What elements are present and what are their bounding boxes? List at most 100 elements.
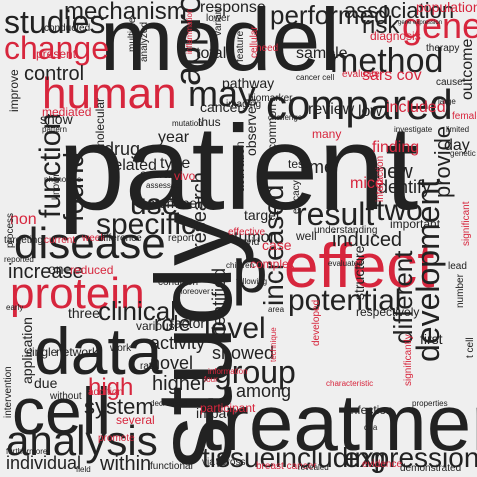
word-functional: functional <box>150 461 193 472</box>
word-common: common <box>265 103 279 150</box>
word-diagnosis: diagnosis <box>370 29 421 43</box>
word-structure: structure <box>351 245 367 300</box>
word-system: system <box>84 394 154 419</box>
word-compared: compared <box>266 81 453 128</box>
word-different: different <box>388 250 418 344</box>
word-participant: participant <box>200 401 256 415</box>
word-identified: identified <box>209 267 229 340</box>
word-potential: potential <box>288 284 402 317</box>
word-various: various <box>136 319 175 333</box>
word-target: target <box>244 207 280 223</box>
word-lead: lead <box>448 261 467 272</box>
word-significant: significant <box>461 201 472 246</box>
word-clinical: clinical <box>98 296 177 326</box>
word-multiple: multiple <box>127 17 138 52</box>
word-result: result <box>296 196 375 232</box>
word-single: single <box>26 345 58 359</box>
word-feature: feature <box>235 30 246 62</box>
word-change: change <box>4 30 109 66</box>
word-rate: rate <box>140 361 158 372</box>
word-first: first <box>420 331 443 347</box>
word-role: role <box>154 311 191 336</box>
word-new: new <box>376 161 413 183</box>
word-mutation: mutation <box>172 119 203 128</box>
word-properties: properties <box>412 399 448 408</box>
word-year: year <box>158 129 190 146</box>
word-covid: covid <box>236 237 260 248</box>
word-response: response <box>200 0 266 16</box>
word-technique: technique <box>269 327 278 362</box>
word-finding: finding <box>372 139 420 156</box>
word-tissueincluding: tissueincluding <box>202 442 386 473</box>
word-show: show <box>40 111 73 127</box>
word-total: total <box>196 45 227 62</box>
word-stem-cell: stem cell <box>148 195 204 211</box>
word-due: due <box>34 375 58 391</box>
word-limited: limited <box>446 125 470 134</box>
word-non: non <box>10 211 37 228</box>
word-sample: sample <box>296 45 348 62</box>
word-disease: disease <box>14 219 166 268</box>
word-cancer-cell: cancer cell <box>296 73 335 82</box>
word-association: association <box>344 0 455 23</box>
word-important: important <box>390 217 441 231</box>
word-high: high <box>88 374 134 401</box>
word-mechanism: mechanism <box>64 0 187 25</box>
word-genetic: genetic <box>450 149 476 158</box>
word-number: number <box>455 274 466 308</box>
word-activity: activity <box>150 333 206 353</box>
word-method: method <box>330 42 444 80</box>
word-use: use <box>130 188 179 221</box>
word-furthermore: furthermore <box>6 447 48 456</box>
word-via: via <box>202 457 215 468</box>
word-p: p <box>232 234 268 306</box>
word-outcome: outcome <box>459 38 476 100</box>
word-children: children <box>226 261 255 270</box>
word-higher: higher <box>152 373 208 395</box>
word-therapy: therapy <box>426 43 460 54</box>
word-mediated: mediated <box>42 105 92 119</box>
word-biomarker: biomarker <box>248 93 293 104</box>
word-without: without <box>50 391 82 402</box>
word-model: model <box>100 0 340 89</box>
word-early: early <box>6 303 24 312</box>
word-drug: drug <box>104 139 141 159</box>
word-inflammation: inflammation <box>185 8 194 54</box>
word-time: time <box>300 157 335 177</box>
word-characteristic: characteristic <box>326 379 374 388</box>
word-level: level <box>204 312 266 345</box>
word-evaluate: evaluate <box>342 69 380 80</box>
word-specific: specific <box>96 208 197 241</box>
word-pathway: pathway <box>222 75 275 91</box>
word-overall: overall <box>140 167 176 181</box>
word-among: among <box>236 381 292 401</box>
word-population: population <box>416 0 477 15</box>
word-day: day <box>444 137 470 154</box>
word-factor: factor <box>170 315 206 331</box>
word-breast-cancer: breast cancer <box>256 461 317 472</box>
word-two: two <box>376 194 423 227</box>
word-case: case <box>262 237 292 253</box>
word-cancer: cancer <box>200 99 243 115</box>
word-expression: expression <box>344 442 477 473</box>
word-one: one <box>48 261 72 277</box>
word-gene: gene <box>402 5 477 46</box>
word-impact: impact <box>196 405 238 421</box>
word-individual: individual <box>6 453 82 473</box>
word-decreased: decreased <box>150 399 188 408</box>
word-tumor: tumor <box>234 229 275 246</box>
word-cause: cause <box>436 77 463 88</box>
word-three: three <box>68 305 100 321</box>
word-female: female <box>452 111 477 122</box>
word-control: control <box>24 63 85 85</box>
word-effective: effective <box>228 227 266 238</box>
word-reduced: reduced <box>70 263 114 277</box>
word-many: many <box>312 127 342 141</box>
word-network: network <box>56 345 99 359</box>
word-large: large <box>438 97 456 106</box>
word-addition: addition <box>88 387 124 398</box>
word-patient: patient <box>58 101 419 235</box>
word-treatment: treatment <box>200 378 477 467</box>
word-gene-expression: gene expression <box>398 20 443 26</box>
